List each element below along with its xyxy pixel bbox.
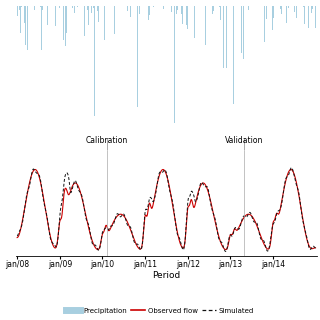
Observed flow <box>151 204 155 208</box>
Line: Observed flow: Observed flow <box>17 170 316 250</box>
Line: Simulated: Simulated <box>17 168 316 252</box>
Observed flow <box>275 211 279 215</box>
Observed flow <box>17 234 20 238</box>
Observed flow <box>39 182 43 186</box>
Observed flow <box>15 236 19 239</box>
Simulated <box>15 234 19 238</box>
Observed flow <box>304 232 308 236</box>
Legend: Precipitation, Observed flow, Simulated: Precipitation, Observed flow, Simulated <box>64 305 256 316</box>
Observed flow <box>145 214 149 218</box>
Observed flow <box>224 248 228 252</box>
Observed flow <box>314 246 317 250</box>
Simulated <box>151 199 155 203</box>
Text: Validation: Validation <box>225 137 263 146</box>
Simulated <box>304 230 308 234</box>
Simulated <box>224 250 228 253</box>
Simulated <box>145 208 149 212</box>
X-axis label: Period: Period <box>152 270 180 280</box>
Simulated <box>17 231 20 235</box>
Simulated <box>39 180 43 184</box>
Observed flow <box>33 168 37 172</box>
Simulated <box>290 166 293 170</box>
Simulated <box>275 211 279 214</box>
Text: Calibration: Calibration <box>85 137 128 146</box>
Simulated <box>314 246 317 250</box>
